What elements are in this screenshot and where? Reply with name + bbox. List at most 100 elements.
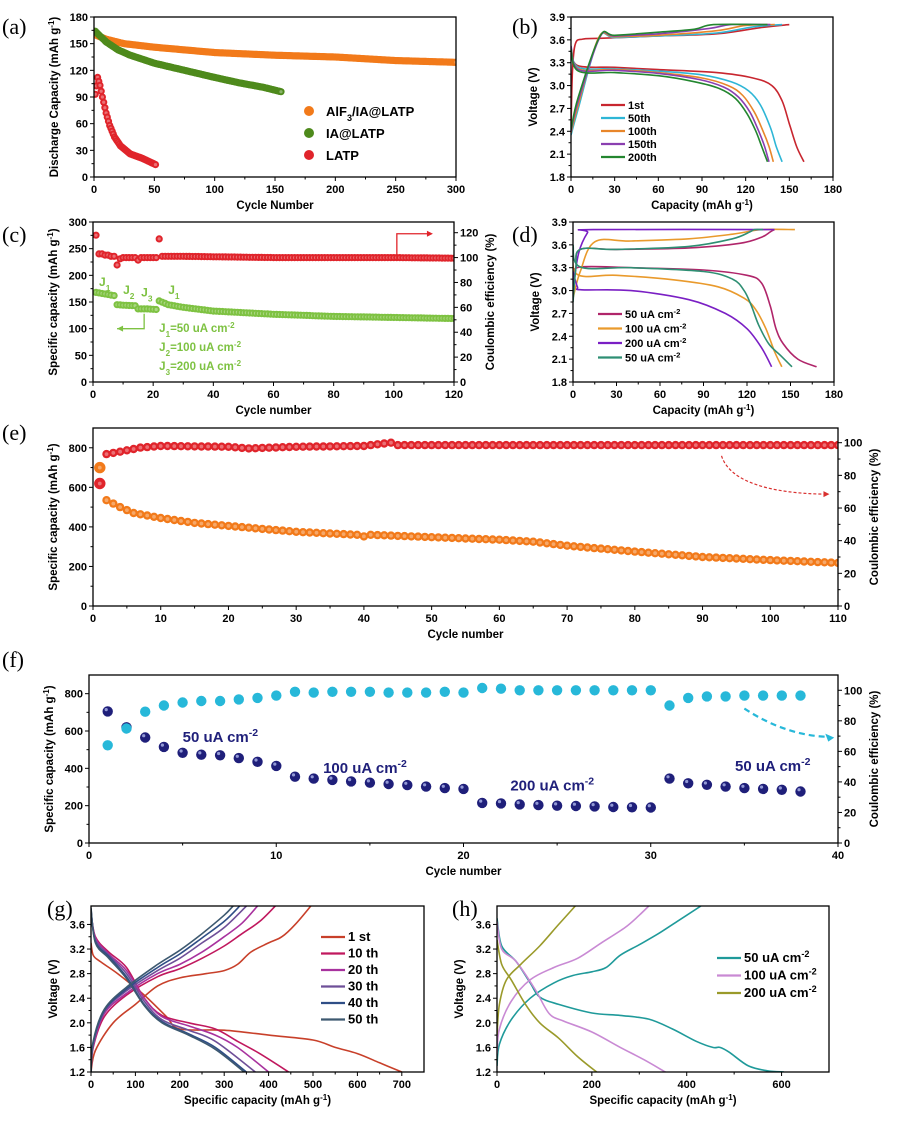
legend-label: 30 th <box>348 979 378 994</box>
data-point-highlight <box>490 537 495 542</box>
data-point <box>441 533 450 542</box>
data-point <box>535 440 545 450</box>
data-point <box>596 544 606 553</box>
y-axis-label: Voltage (V) <box>454 959 466 1018</box>
data-point <box>705 553 714 562</box>
data-point-highlight <box>246 446 251 451</box>
data-point <box>115 502 125 512</box>
data-point-highlight <box>815 560 820 564</box>
data-point <box>393 440 402 450</box>
data-point-highlight <box>703 781 708 785</box>
data-point-highlight <box>185 520 190 524</box>
y-tick-label: 2.0 <box>70 1018 85 1030</box>
data-point-highlight <box>179 444 183 449</box>
data-point-highlight <box>700 555 705 559</box>
data-point-highlight <box>612 443 617 447</box>
data-point <box>312 528 321 537</box>
data-point-highlight <box>572 802 577 806</box>
data-point <box>522 440 531 450</box>
charge-curve <box>571 23 775 133</box>
data-point-highlight <box>479 799 483 803</box>
data-point-highlight <box>291 773 296 777</box>
data-point <box>833 440 838 450</box>
data-point <box>678 440 687 450</box>
data-point-highlight <box>334 444 339 449</box>
data-point <box>529 440 538 450</box>
data-point <box>766 555 775 565</box>
data-point <box>623 440 633 450</box>
data-point-highlight <box>497 537 502 542</box>
data-point <box>515 440 524 450</box>
data-point-highlight <box>619 548 624 553</box>
x-tick-label: 0 <box>90 389 96 401</box>
data-point-highlight <box>741 443 746 447</box>
data-point <box>495 535 504 544</box>
data-point <box>439 782 450 794</box>
x-tick-label: 80 <box>328 389 340 401</box>
series-0 <box>94 31 456 66</box>
x-tick-label: 600 <box>348 1079 366 1091</box>
data-point <box>711 553 721 562</box>
data-point-highlight <box>497 800 502 804</box>
data-point <box>698 552 707 562</box>
data-point <box>570 685 582 696</box>
data-point-highlight <box>329 776 333 780</box>
series-1 <box>91 906 290 1072</box>
data-point <box>683 692 694 704</box>
data-point-highlight <box>226 524 231 528</box>
legend-label: 200 uA cm-2 <box>744 984 817 1000</box>
data-point-highlight <box>246 525 251 530</box>
data-point-highlight <box>145 445 150 449</box>
y-tick-label: 3.6 <box>552 240 567 252</box>
x-tick-label: 100 <box>385 389 403 401</box>
data-point-highlight <box>111 451 116 455</box>
data-point-highlight <box>348 444 353 448</box>
current-annotation: J1 <box>99 275 111 293</box>
discharge-curve <box>573 248 783 368</box>
x-tick-label: 0 <box>494 1079 500 1091</box>
data-point-highlight <box>687 554 691 558</box>
y-axis-label: Specific capacity (mAh g-1) <box>46 228 61 375</box>
data-point <box>252 756 263 767</box>
data-point <box>772 440 782 450</box>
data-point <box>420 687 432 698</box>
data-point-highlight <box>362 444 366 448</box>
data-point-highlight <box>267 445 271 450</box>
data-point <box>96 81 104 89</box>
data-point <box>177 697 188 708</box>
y2-tick-label: 20 <box>844 807 856 819</box>
data-point <box>799 557 809 566</box>
data-point <box>569 440 579 450</box>
x-tick-label: 200 <box>326 184 344 196</box>
data-point <box>136 510 145 519</box>
x-tick-label: 250 <box>386 184 404 196</box>
x-tick-label: 0 <box>88 1079 94 1091</box>
x-tick-label: 100 <box>126 1079 144 1091</box>
data-point <box>102 496 111 505</box>
y-tick-label: 1.6 <box>476 1042 491 1054</box>
data-point <box>739 690 750 701</box>
data-point-highlight <box>647 804 651 808</box>
data-point-highlight <box>524 443 529 447</box>
data-point <box>196 695 207 707</box>
data-point <box>626 802 638 813</box>
data-point-highlight <box>267 527 271 532</box>
x-tick-label: 10 <box>270 850 282 862</box>
data-point <box>535 538 545 547</box>
data-point-highlight <box>504 538 508 542</box>
current-legend-text: J1=50 uA cm-2 <box>159 321 235 339</box>
data-point-highlight <box>727 556 732 561</box>
data-point-highlight <box>535 801 539 805</box>
data-point-highlight <box>707 555 712 560</box>
y-tick-label: 3.2 <box>476 944 491 956</box>
data-point-highlight <box>206 522 210 526</box>
data-point <box>143 442 152 452</box>
data-point <box>332 442 341 451</box>
data-point-highlight <box>450 443 454 447</box>
data-point-highlight <box>111 501 116 506</box>
data-point <box>684 551 694 561</box>
data-point-highlight <box>666 552 671 557</box>
data-point <box>439 686 450 697</box>
charge-curve <box>91 906 234 1072</box>
